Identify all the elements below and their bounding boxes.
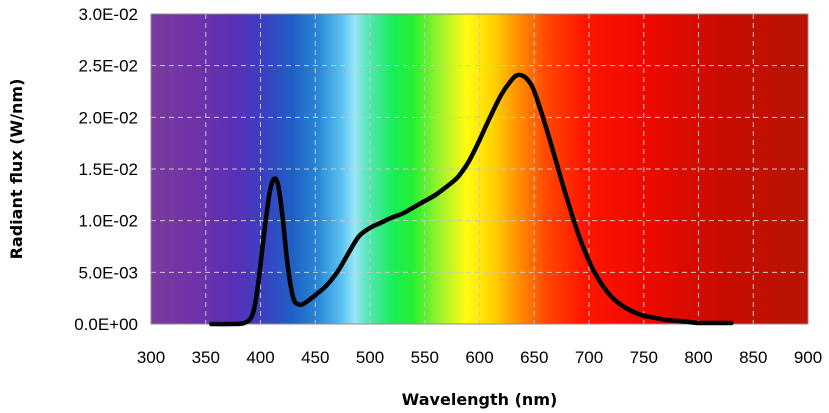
x-axis-title: Wavelength (nm) xyxy=(402,390,558,409)
y-tick-label: 3.0E-02 xyxy=(78,5,138,24)
x-tick-label: 600 xyxy=(465,348,493,367)
radiant-flux-line xyxy=(208,72,734,327)
x-tick-label: 900 xyxy=(794,348,822,367)
x-tick-label: 800 xyxy=(684,348,712,367)
x-tick-label: 400 xyxy=(246,348,274,367)
y-tick-label: 2.5E-02 xyxy=(78,57,138,76)
x-tick-label: 850 xyxy=(739,348,767,367)
x-tick-label: 300 xyxy=(137,348,165,367)
x-tick-label: 450 xyxy=(301,348,329,367)
y-tick-label: 0.0E+00 xyxy=(74,315,138,334)
x-axis-ticks: 300 350 400 450 500 550 600 650 700 750 800 850 900 xyxy=(137,348,822,367)
y-tick-label: 2.0E-02 xyxy=(78,108,138,127)
plot-frame xyxy=(150,13,809,325)
y-axis-title: Radiant flux (W/nm) xyxy=(7,79,26,260)
x-tick-label: 350 xyxy=(192,348,220,367)
gridlines xyxy=(151,14,808,324)
y-tick-label: 1.5E-02 xyxy=(78,160,138,179)
x-tick-label: 650 xyxy=(520,348,548,367)
x-tick-label: 500 xyxy=(356,348,384,367)
x-tick-label: 750 xyxy=(630,348,658,367)
x-tick-label: 700 xyxy=(575,348,603,367)
y-axis-ticks: 0.0E+00 5.0E-03 1.0E-02 1.5E-02 2.0E-02 2.5E-… xyxy=(74,5,138,334)
x-tick-label: 550 xyxy=(411,348,439,367)
y-tick-label: 1.0E-02 xyxy=(78,212,138,231)
y-tick-label: 5.0E-03 xyxy=(78,263,138,282)
